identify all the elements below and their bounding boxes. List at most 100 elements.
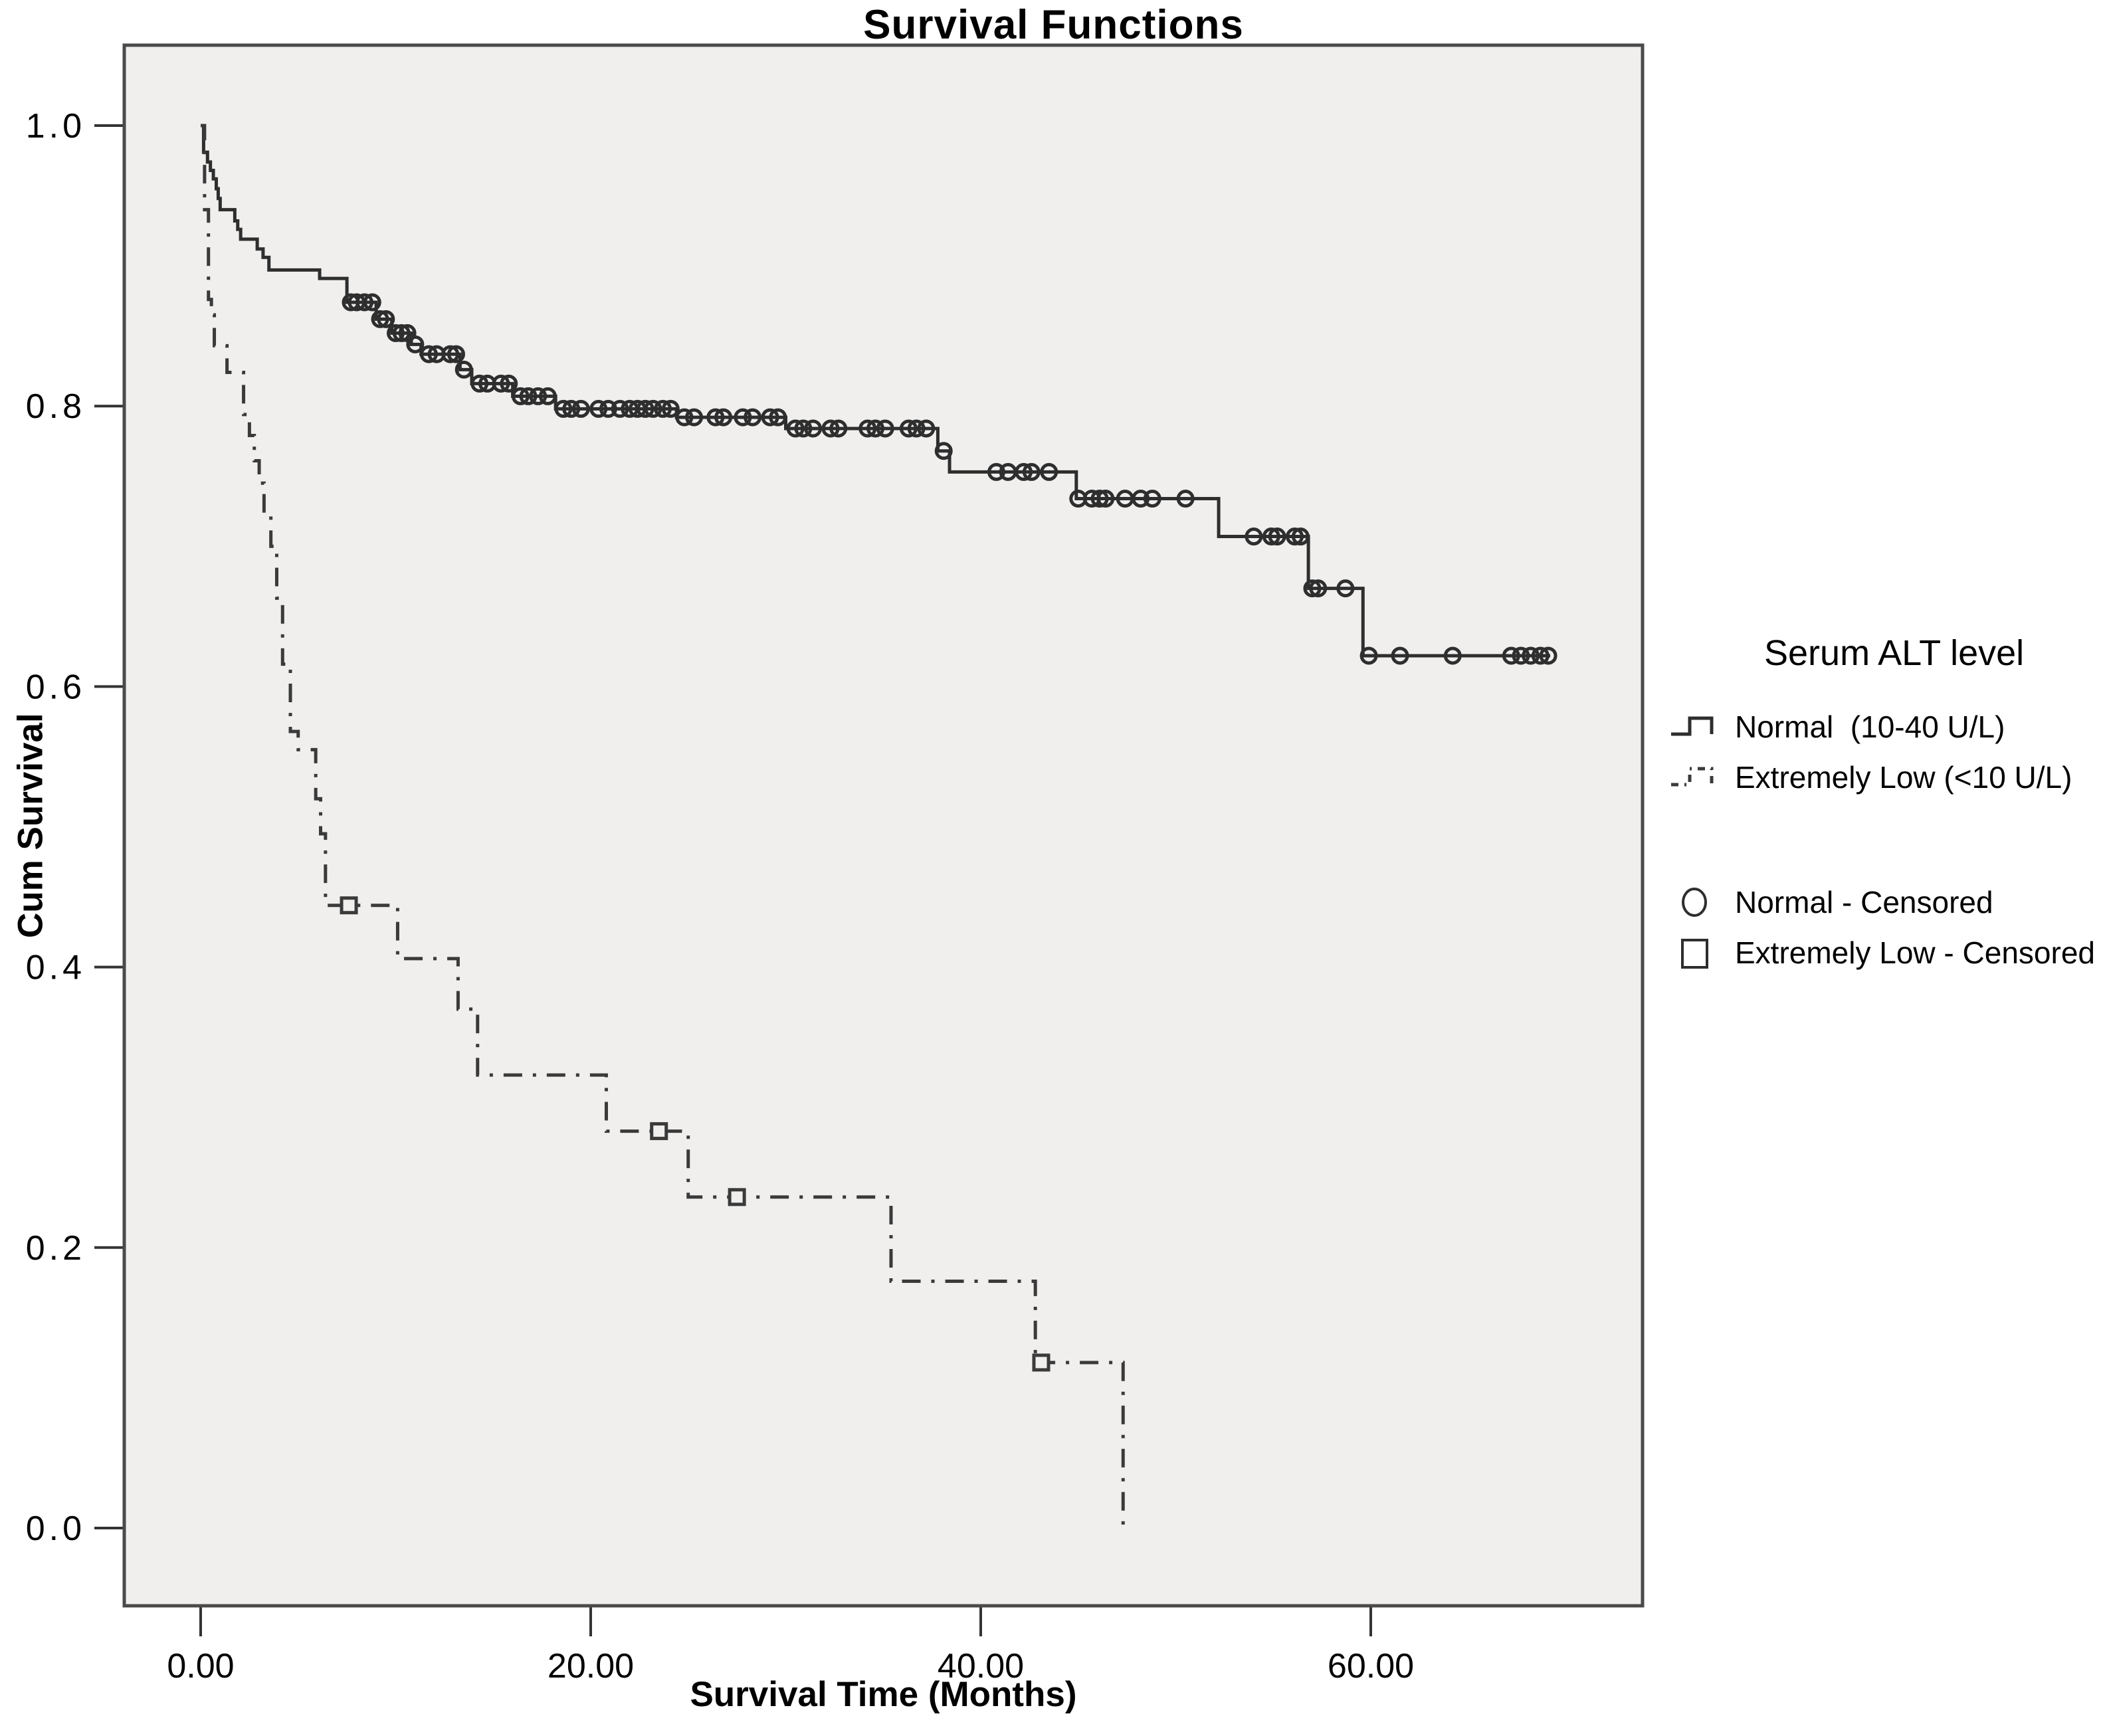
- censor-circle: [934, 442, 953, 460]
- censor-circle: [821, 419, 840, 438]
- censor-circle: [371, 310, 389, 328]
- censor-circle: [511, 387, 530, 405]
- censored-square-icon: [1664, 934, 1735, 971]
- extremely-low-curve: [201, 124, 1125, 1528]
- censor-circle: [769, 408, 787, 427]
- censor-circle: [804, 419, 823, 438]
- censor-circle: [1291, 528, 1310, 546]
- censor-circle: [1022, 462, 1041, 481]
- legend-item-extremely-low: Extremely Low (<10 U/L): [1664, 752, 2107, 803]
- x-tick-label: 0.00: [167, 1647, 234, 1686]
- censor-circle: [907, 419, 926, 438]
- censor-circle: [363, 293, 381, 312]
- censor-square: [728, 1188, 746, 1206]
- censor-circle: [829, 419, 848, 438]
- censor-circle: [1443, 646, 1462, 665]
- plot-frame: [122, 43, 1645, 1608]
- legend-item-label: Extremely Low - Censored: [1735, 935, 2095, 970]
- censor-circle: [1359, 646, 1378, 665]
- censor-circle: [876, 419, 894, 438]
- normal-curve: [201, 124, 1551, 658]
- censor-circle: [1090, 490, 1109, 508]
- censor-circle: [554, 399, 573, 418]
- legend-item-label: Normal - Censored: [1735, 885, 1993, 919]
- y-axis-label: Cum Survival: [11, 713, 50, 938]
- censor-circle: [1391, 646, 1409, 665]
- censor-circle: [538, 387, 557, 405]
- legend-item-extremely-low-censored: Extremely Low - Censored: [1664, 927, 2107, 978]
- censor-circle: [899, 419, 918, 438]
- censor-circle: [1143, 490, 1161, 508]
- censor-circle: [1015, 462, 1033, 481]
- censor-circle: [858, 419, 877, 438]
- y-tick-label: 1.0: [26, 107, 86, 145]
- censor-circle: [571, 399, 590, 418]
- legend-item-label: Normal (10-40 U/L): [1735, 710, 2005, 744]
- censor-circle: [675, 408, 694, 427]
- censor-circle: [1522, 646, 1540, 665]
- y-tick-label: 0.8: [26, 387, 86, 426]
- solid-step-line-icon: [1664, 710, 1735, 744]
- censor-circle: [529, 387, 548, 405]
- legend-item-normal: Normal (10-40 U/L): [1664, 702, 2107, 752]
- y-tick-label: 0.2: [26, 1229, 86, 1268]
- censor-circle: [1309, 579, 1328, 598]
- censor-circle: [1512, 646, 1530, 665]
- dash-dot-step-line-icon: [1664, 760, 1735, 795]
- censor-circle: [794, 419, 813, 438]
- censor-circle: [599, 399, 617, 418]
- legend-spacer: [1664, 803, 2107, 877]
- censor-circle: [734, 408, 752, 427]
- censor-circle: [406, 335, 425, 353]
- censor-circle: [917, 419, 936, 438]
- censor-circle: [644, 399, 662, 418]
- censor-circle: [1286, 528, 1304, 546]
- censor-circle: [786, 419, 805, 438]
- censor-circle: [387, 324, 405, 342]
- legend-item-normal-censored: Normal - Censored: [1664, 877, 2107, 927]
- censor-circle: [654, 399, 672, 418]
- censor-circle: [470, 374, 489, 393]
- censor-circle: [1245, 528, 1263, 546]
- censor-circle: [441, 345, 460, 363]
- censor-square: [650, 1122, 668, 1141]
- censor-circle: [500, 374, 518, 393]
- x-tick-label: 40.00: [938, 1647, 1024, 1686]
- censor-circle: [866, 419, 885, 438]
- x-axis-label: Survival Time (Months): [690, 1675, 1077, 1714]
- censor-circle: [714, 408, 733, 427]
- legend-title: Serum ALT level: [1764, 633, 2025, 673]
- censor-circle: [589, 399, 608, 418]
- censor-circle: [744, 408, 762, 427]
- legend: Serum ALT level Normal (10-40 U/L) Extre…: [1664, 632, 2107, 978]
- censor-circle: [761, 408, 779, 427]
- censor-circle: [355, 293, 374, 312]
- censor-circle: [1539, 646, 1557, 665]
- censor-square: [1032, 1353, 1051, 1372]
- censored-circle-icon: [1664, 884, 1735, 921]
- censor-square: [340, 896, 358, 915]
- censor-circle: [1132, 490, 1150, 508]
- censor-circle: [611, 399, 629, 418]
- censor-circle: [1303, 579, 1322, 598]
- censor-circle: [661, 399, 680, 418]
- censor-circle: [1096, 490, 1115, 508]
- censor-circle: [1531, 646, 1550, 665]
- censor-circle: [419, 345, 438, 363]
- x-tick-label: 20.00: [548, 1647, 634, 1686]
- censor-circle: [706, 408, 725, 427]
- chart-title: Survival Functions: [863, 2, 1244, 48]
- censor-circle: [987, 462, 1005, 481]
- censor-circle: [1262, 528, 1280, 546]
- legend-item-label: Extremely Low (<10 U/L): [1735, 760, 2072, 795]
- plot-area-background: [124, 45, 1643, 1606]
- x-tick-label: 60.00: [1328, 1647, 1414, 1686]
- censor-circle: [1502, 646, 1520, 665]
- y-tick-label: 0.4: [26, 949, 86, 987]
- censor-circle: [636, 399, 654, 418]
- censor-circle: [454, 360, 473, 379]
- censor-circle: [685, 408, 704, 427]
- censor-circle: [447, 345, 465, 363]
